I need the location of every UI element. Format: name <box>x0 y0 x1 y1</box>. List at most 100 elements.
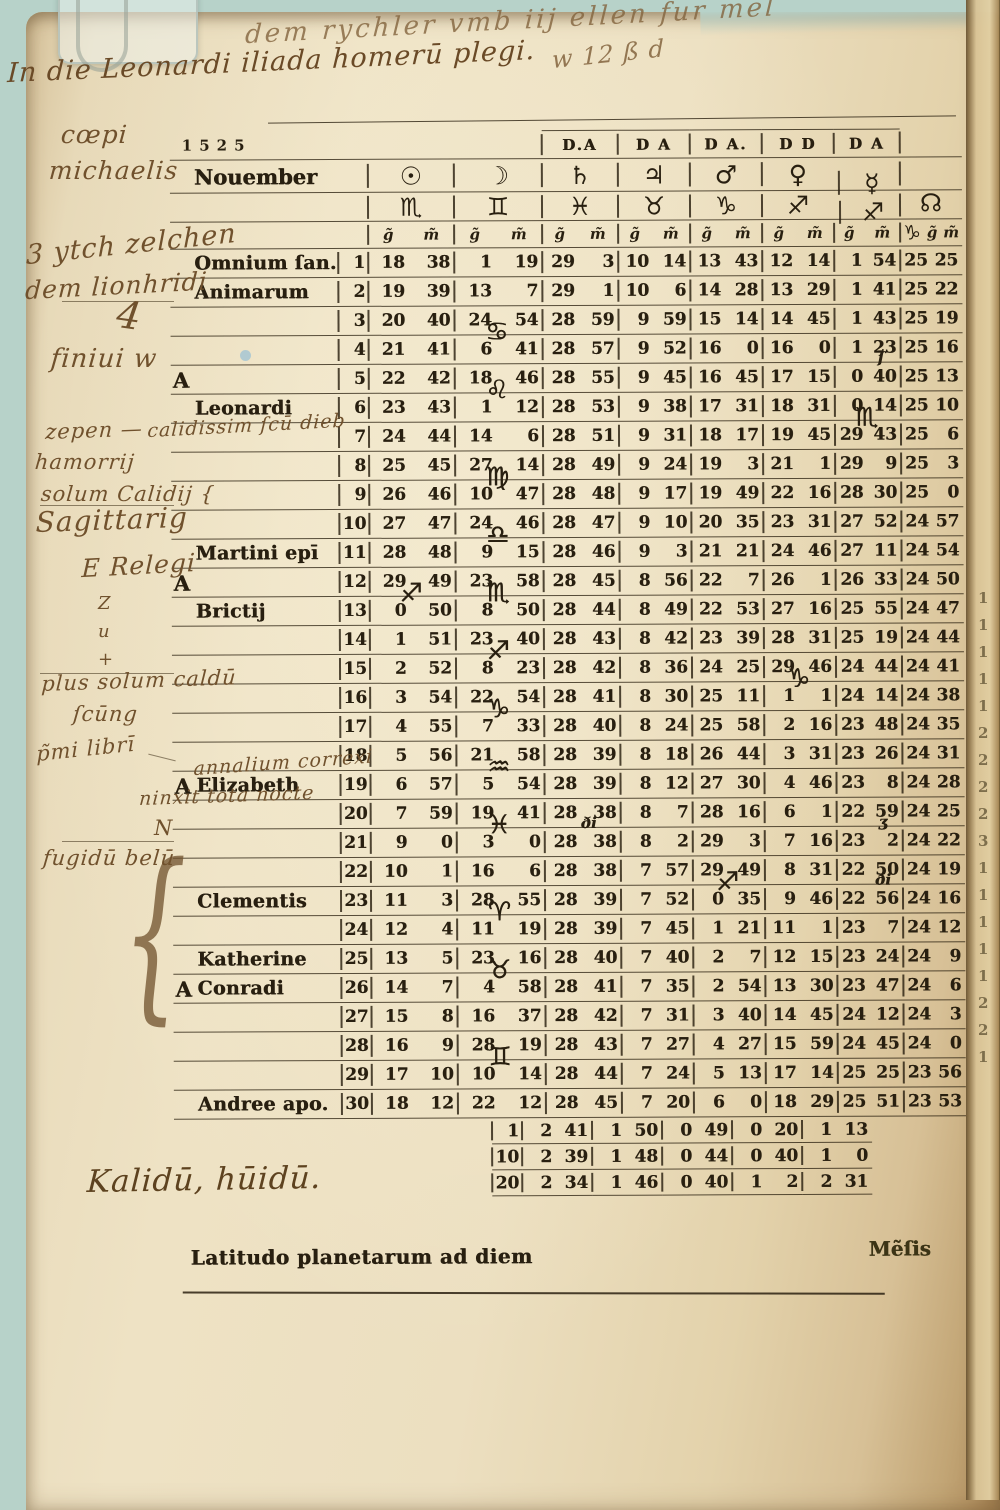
min-label: m̃ <box>943 223 959 241</box>
feast-name: Conradi <box>197 977 284 999</box>
min-label: m̃ <box>874 224 890 242</box>
feast-name-cell <box>171 510 339 539</box>
day-number: 19 <box>340 771 370 799</box>
deg-min-labels: g̃ m̃ <box>690 220 762 246</box>
spacer <box>170 193 338 223</box>
feast-name-cell <box>174 1032 342 1061</box>
deg-min-labels: g̃ m̃ <box>542 221 618 247</box>
sun-ingress-icon: ♐ <box>399 581 422 607</box>
mars-ingress-icon: ♐ <box>716 869 739 895</box>
facing-page-partial-digits: 1 1 1 1 1 2 2 2 2 3 1 1 1 1 1 2 2 1 <box>978 585 998 1105</box>
zodiac-sign-icon: ♓ <box>542 192 618 221</box>
day-number: 14 <box>340 626 370 654</box>
moon-ingress-icon: ♋ <box>485 319 508 345</box>
feast-name-cell: Katherine <box>173 945 341 974</box>
day-number: 26 <box>341 974 371 1002</box>
feast-name-cell <box>173 858 341 887</box>
deg-label: g̃ <box>629 225 640 243</box>
moon-ingress-icon: ♐ <box>486 638 509 664</box>
node-sign-icon: ♑ <box>903 220 921 244</box>
day-number: 24 <box>341 916 371 944</box>
handwriting-zepen: zepen — <box>45 417 144 444</box>
day-number: 10 <box>339 510 369 538</box>
day-number: 9 <box>339 481 369 509</box>
handwriting-brace: { <box>122 824 187 1041</box>
sigil-pair: D D <box>762 129 834 157</box>
deg-min-labels: g̃ m̃ <box>762 220 834 246</box>
moon-ingress-icon: ♏ <box>486 580 509 606</box>
deg-min-labels: g̃ m̃ <box>618 220 690 246</box>
mercury-station-mark: ſ <box>878 351 885 366</box>
deg-min-labels: g̃ m̃ <box>368 221 454 247</box>
sigil-pair: D.A <box>542 130 618 158</box>
latitude-day: 20 <box>492 1170 522 1196</box>
handwriting-scung: ſcūng <box>72 702 139 726</box>
latitude-day: 10 <box>492 1144 522 1170</box>
day-number: 20 <box>341 800 371 828</box>
min-label: m̃ <box>735 224 751 242</box>
feast-name-cell <box>172 626 340 655</box>
day-number: 17 <box>340 713 370 741</box>
moon-ingress-icon: ♑ <box>487 696 510 722</box>
